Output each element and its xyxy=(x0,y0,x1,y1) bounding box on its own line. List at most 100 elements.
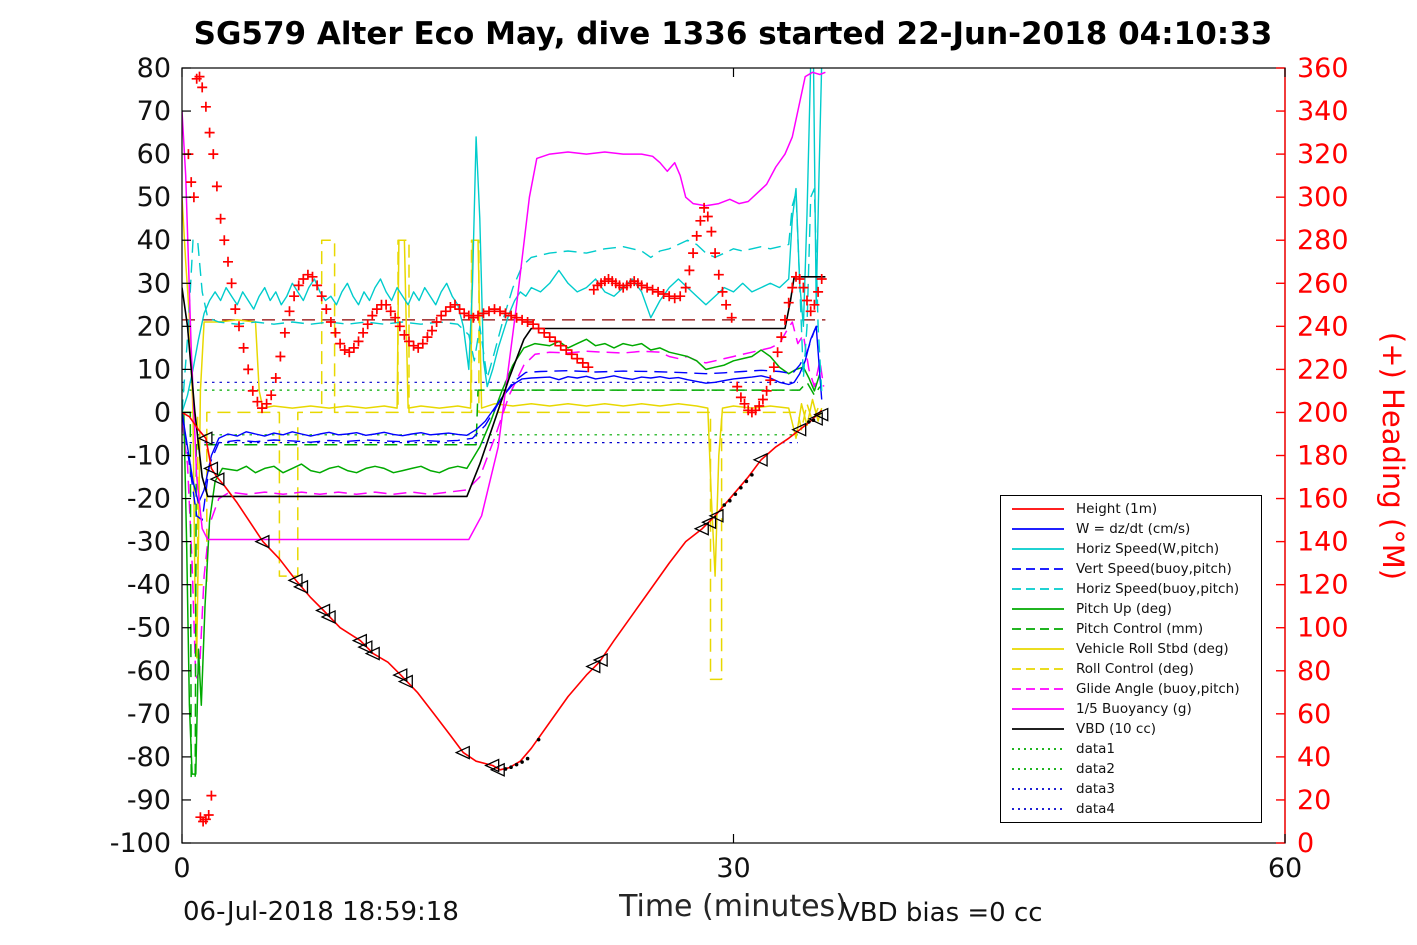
chart-title: SG579 Alter Eco May, dive 1336 started 2… xyxy=(193,16,1273,52)
legend-line-sample xyxy=(1012,548,1064,550)
svg-text:160: 160 xyxy=(1297,484,1349,515)
svg-text:0: 0 xyxy=(173,853,190,884)
series-layer xyxy=(182,68,829,827)
legend-line-sample xyxy=(1012,608,1064,610)
svg-text:10: 10 xyxy=(137,354,171,385)
series-horiz-speed-w-pitch xyxy=(182,68,823,413)
legend-label: 1/5 Buoyancy (g) xyxy=(1076,701,1192,717)
svg-text:0: 0 xyxy=(1297,828,1314,859)
legend-item-data3: data3 xyxy=(1001,780,1261,799)
svg-text:-50: -50 xyxy=(127,613,171,644)
legend-item-horiz-speed-w-pitch: Horiz Speed(W,pitch) xyxy=(1001,540,1261,559)
legend-item-data1: data1 xyxy=(1001,740,1261,759)
svg-text:140: 140 xyxy=(1297,527,1349,558)
legend-item-horiz-speed-buoy-pitch: Horiz Speed(buoy,pitch) xyxy=(1001,580,1261,599)
series-1-5-buoyancy-g xyxy=(182,71,826,541)
legend-item-vert-speed-buoy-pitch: Vert Speed(buoy,pitch) xyxy=(1001,560,1261,579)
svg-text:40: 40 xyxy=(1297,742,1331,773)
heading-plus-markers xyxy=(183,71,827,827)
x-axis-label: Time (minutes) xyxy=(619,889,847,924)
svg-text:-10: -10 xyxy=(127,441,171,472)
svg-text:30: 30 xyxy=(137,268,171,299)
svg-text:260: 260 xyxy=(1297,268,1349,299)
right-axis: 3603403203002802602402202001801601401201… xyxy=(1276,53,1349,859)
series-roll-control-deg xyxy=(182,239,819,681)
legend-line-sample xyxy=(1012,808,1064,810)
legend-line-sample xyxy=(1012,688,1064,690)
svg-text:-80: -80 xyxy=(127,742,171,773)
legend-item-pitch-up-deg: Pitch Up (deg) xyxy=(1001,600,1261,619)
svg-text:100: 100 xyxy=(1297,613,1349,644)
legend-item-roll-control-deg: Roll Control (deg) xyxy=(1001,660,1261,679)
legend-line-sample xyxy=(1012,588,1064,590)
legend-item-data4: data4 xyxy=(1001,800,1261,819)
legend-line-sample xyxy=(1012,728,1064,730)
svg-text:340: 340 xyxy=(1297,96,1349,127)
svg-text:-70: -70 xyxy=(127,699,171,730)
series-height-1m xyxy=(182,409,823,771)
legend-label: data4 xyxy=(1076,801,1115,817)
svg-text:180: 180 xyxy=(1297,441,1349,472)
series-w-dz-dt-cm-s xyxy=(182,325,823,504)
svg-text:0: 0 xyxy=(154,397,171,428)
svg-text:60: 60 xyxy=(137,139,171,170)
legend-line-sample xyxy=(1012,648,1064,650)
legend-label: data3 xyxy=(1076,781,1115,797)
legend-line-sample xyxy=(1012,708,1064,710)
svg-text:-100: -100 xyxy=(110,828,171,859)
series-pitch-up-deg xyxy=(183,338,821,775)
legend-label: Glide Angle (buoy,pitch) xyxy=(1076,681,1240,697)
legend-line-sample xyxy=(1012,568,1064,570)
legend-label: W = dz/dt (cm/s) xyxy=(1076,521,1191,537)
legend-label: Height (1m) xyxy=(1076,501,1158,517)
legend-label: VBD (10 cc) xyxy=(1076,721,1157,737)
legend-line-sample xyxy=(1012,768,1064,770)
svg-text:300: 300 xyxy=(1297,182,1349,213)
legend-item-w-dz-dt-cm-s: W = dz/dt (cm/s) xyxy=(1001,520,1261,539)
svg-text:360: 360 xyxy=(1297,53,1349,84)
series-pitch-control-mm xyxy=(182,381,821,780)
svg-text:120: 120 xyxy=(1297,570,1349,601)
svg-text:70: 70 xyxy=(137,96,171,127)
legend-line-sample xyxy=(1012,508,1064,510)
height-triangle-markers xyxy=(197,407,829,777)
svg-text:-90: -90 xyxy=(127,785,171,816)
legend-label: Vehicle Roll Stbd (deg) xyxy=(1076,641,1229,657)
height-dot-markers xyxy=(503,418,816,771)
svg-text:60: 60 xyxy=(1268,853,1302,884)
legend-line-sample xyxy=(1012,788,1064,790)
svg-text:280: 280 xyxy=(1297,225,1349,256)
series-vbd-10-cc xyxy=(182,275,826,498)
legend-item-vehicle-roll-stbd-deg: Vehicle Roll Stbd (deg) xyxy=(1001,640,1261,659)
svg-text:80: 80 xyxy=(1297,656,1331,687)
vbd-bias-note: VBD bias =0 cc xyxy=(842,898,1043,928)
svg-text:-30: -30 xyxy=(127,527,171,558)
svg-text:-60: -60 xyxy=(127,656,171,687)
svg-text:30: 30 xyxy=(716,853,750,884)
x-axis: 0 30 60 xyxy=(173,68,1302,884)
svg-text:50: 50 xyxy=(137,182,171,213)
right-axis-label: (+) Heading (°M) xyxy=(1376,331,1410,581)
svg-text:60: 60 xyxy=(1297,699,1331,730)
legend-label: data1 xyxy=(1076,741,1115,757)
svg-text:220: 220 xyxy=(1297,354,1349,385)
legend-label: Pitch Control (mm) xyxy=(1076,621,1204,637)
svg-text:240: 240 xyxy=(1297,311,1349,342)
svg-text:80: 80 xyxy=(137,53,171,84)
svg-text:320: 320 xyxy=(1297,139,1349,170)
legend-label: Horiz Speed(buoy,pitch) xyxy=(1076,581,1240,597)
axes-layer: 80706050403020100-10-20-30-40-50-60-70-8… xyxy=(110,53,1349,884)
legend-label: Roll Control (deg) xyxy=(1076,661,1194,677)
legend-item-height-1m: Height (1m) xyxy=(1001,500,1261,519)
series-vehicle-roll-stbd-deg xyxy=(182,197,823,659)
legend-line-sample xyxy=(1012,628,1064,630)
svg-text:20: 20 xyxy=(1297,785,1331,816)
legend-item-glide-angle-buoy-pitch: Glide Angle (buoy,pitch) xyxy=(1001,680,1261,699)
svg-text:200: 200 xyxy=(1297,397,1349,428)
svg-text:20: 20 xyxy=(137,311,171,342)
legend-item-1-5-buoyancy-g: 1/5 Buoyancy (g) xyxy=(1001,700,1261,719)
svg-text:-20: -20 xyxy=(127,484,171,515)
svg-text:-40: -40 xyxy=(127,570,171,601)
